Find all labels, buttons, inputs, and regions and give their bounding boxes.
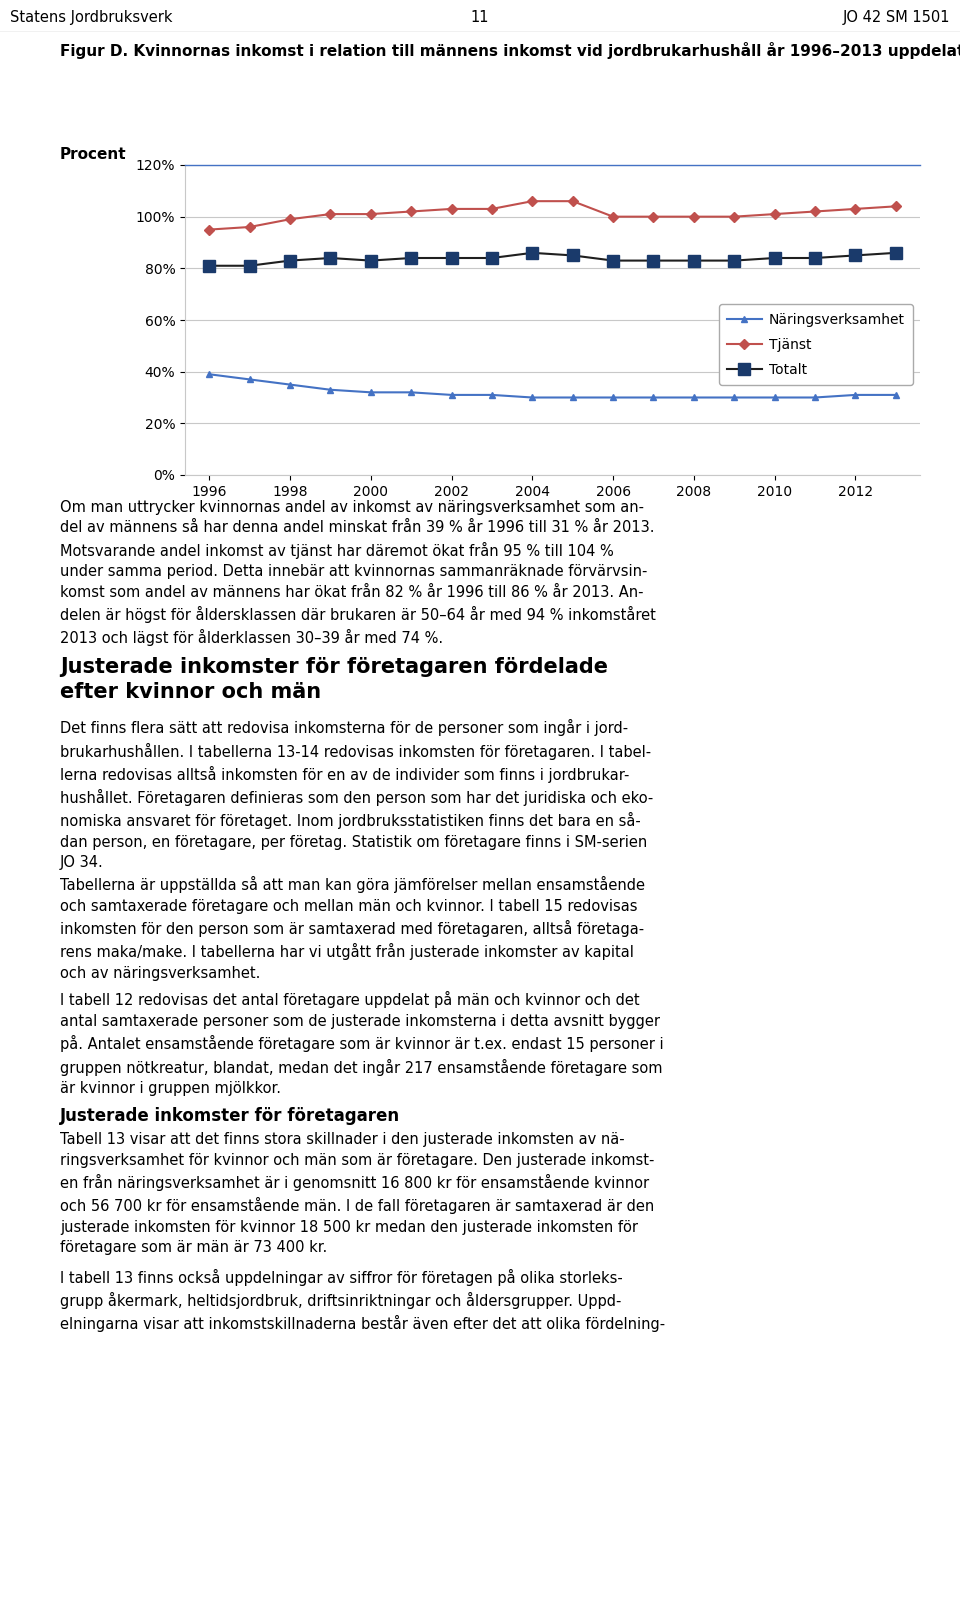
Näringsverksamhet: [486, 385, 497, 405]
Näringsverksamhet: [890, 385, 901, 405]
Totalt: [769, 248, 780, 267]
Totalt: [445, 248, 457, 267]
Text: Tabell 13 visar att det finns stora skillnader i den justerade inkomsten av nä-
: Tabell 13 visar att det finns stora skil…: [60, 1132, 655, 1255]
Line: Tjänst: Tjänst: [205, 198, 900, 233]
Tjänst: [729, 207, 740, 227]
Näringsverksamhet: [688, 389, 700, 408]
Tjänst: [526, 191, 538, 210]
Text: 11: 11: [470, 10, 490, 26]
Legend: Näringsverksamhet, Tjänst, Totalt: Näringsverksamhet, Tjänst, Totalt: [719, 304, 913, 385]
Totalt: [648, 251, 660, 270]
Totalt: [688, 251, 700, 270]
Totalt: [608, 251, 619, 270]
Text: Om man uttrycker kvinnornas andel av inkomst av näringsverksamhet som an-
del av: Om man uttrycker kvinnornas andel av ink…: [60, 500, 656, 646]
Totalt: [729, 251, 740, 270]
Tjänst: [567, 191, 579, 210]
Näringsverksamhet: [526, 389, 538, 408]
Text: Statens Jordbruksverk: Statens Jordbruksverk: [10, 10, 172, 26]
Tjänst: [890, 196, 901, 215]
Tjänst: [688, 207, 700, 227]
Näringsverksamhet: [405, 382, 417, 402]
Totalt: [526, 243, 538, 262]
Line: Totalt: Totalt: [204, 248, 901, 272]
Text: JO 42 SM 1501: JO 42 SM 1501: [843, 10, 950, 26]
Text: Justerade inkomster för företagaren: Justerade inkomster för företagaren: [60, 1107, 400, 1125]
Totalt: [244, 256, 255, 275]
Totalt: [204, 256, 215, 275]
Näringsverksamhet: [284, 376, 296, 395]
Tjänst: [365, 204, 376, 223]
Näringsverksamhet: [244, 369, 255, 389]
Näringsverksamhet: [324, 380, 336, 400]
Text: I tabell 13 finns också uppdelningar av siffror för företagen på olika storleks-: I tabell 13 finns också uppdelningar av …: [60, 1269, 665, 1332]
Tjänst: [769, 204, 780, 223]
Totalt: [850, 246, 861, 266]
Totalt: [324, 248, 336, 267]
Näringsverksamhet: [850, 385, 861, 405]
Tjänst: [244, 217, 255, 236]
Tjänst: [648, 207, 660, 227]
Totalt: [405, 248, 417, 267]
Tjänst: [850, 199, 861, 219]
Text: Tabellerna är uppställda så att man kan göra jämförelser mellan ensamstående
och: Tabellerna är uppställda så att man kan …: [60, 876, 645, 981]
Näringsverksamhet: [648, 389, 660, 408]
Totalt: [284, 251, 296, 270]
Text: I tabell 12 redovisas det antal företagare uppdelat på män och kvinnor och det
a: I tabell 12 redovisas det antal företaga…: [60, 991, 663, 1096]
Totalt: [890, 243, 901, 262]
Näringsverksamhet: [365, 382, 376, 402]
Tjänst: [204, 220, 215, 240]
Tjänst: [445, 199, 457, 219]
Totalt: [365, 251, 376, 270]
Totalt: [486, 248, 497, 267]
Näringsverksamhet: [809, 389, 821, 408]
Line: Näringsverksamhet: Näringsverksamhet: [206, 371, 899, 400]
Näringsverksamhet: [729, 389, 740, 408]
Text: Justerade inkomster för företagaren fördelade
efter kvinnor och män: Justerade inkomster för företagaren förd…: [60, 657, 608, 703]
Totalt: [809, 248, 821, 267]
Tjänst: [324, 204, 336, 223]
Näringsverksamhet: [567, 389, 579, 408]
Näringsverksamhet: [204, 364, 215, 384]
Text: Procent: Procent: [60, 147, 127, 162]
Näringsverksamhet: [769, 389, 780, 408]
Tjänst: [608, 207, 619, 227]
Tjänst: [486, 199, 497, 219]
Tjänst: [284, 209, 296, 228]
Text: Figur D. Kvinnornas inkomst i relation till männens inkomst vid jordbrukarhushål: Figur D. Kvinnornas inkomst i relation t…: [60, 42, 960, 58]
Näringsverksamhet: [608, 389, 619, 408]
Tjänst: [809, 202, 821, 222]
Text: Det finns flera sätt att redovisa inkomsterna för de personer som ingår i jord-
: Det finns flera sätt att redovisa inkoms…: [60, 719, 653, 871]
Totalt: [567, 246, 579, 266]
Tjänst: [405, 202, 417, 222]
Näringsverksamhet: [445, 385, 457, 405]
